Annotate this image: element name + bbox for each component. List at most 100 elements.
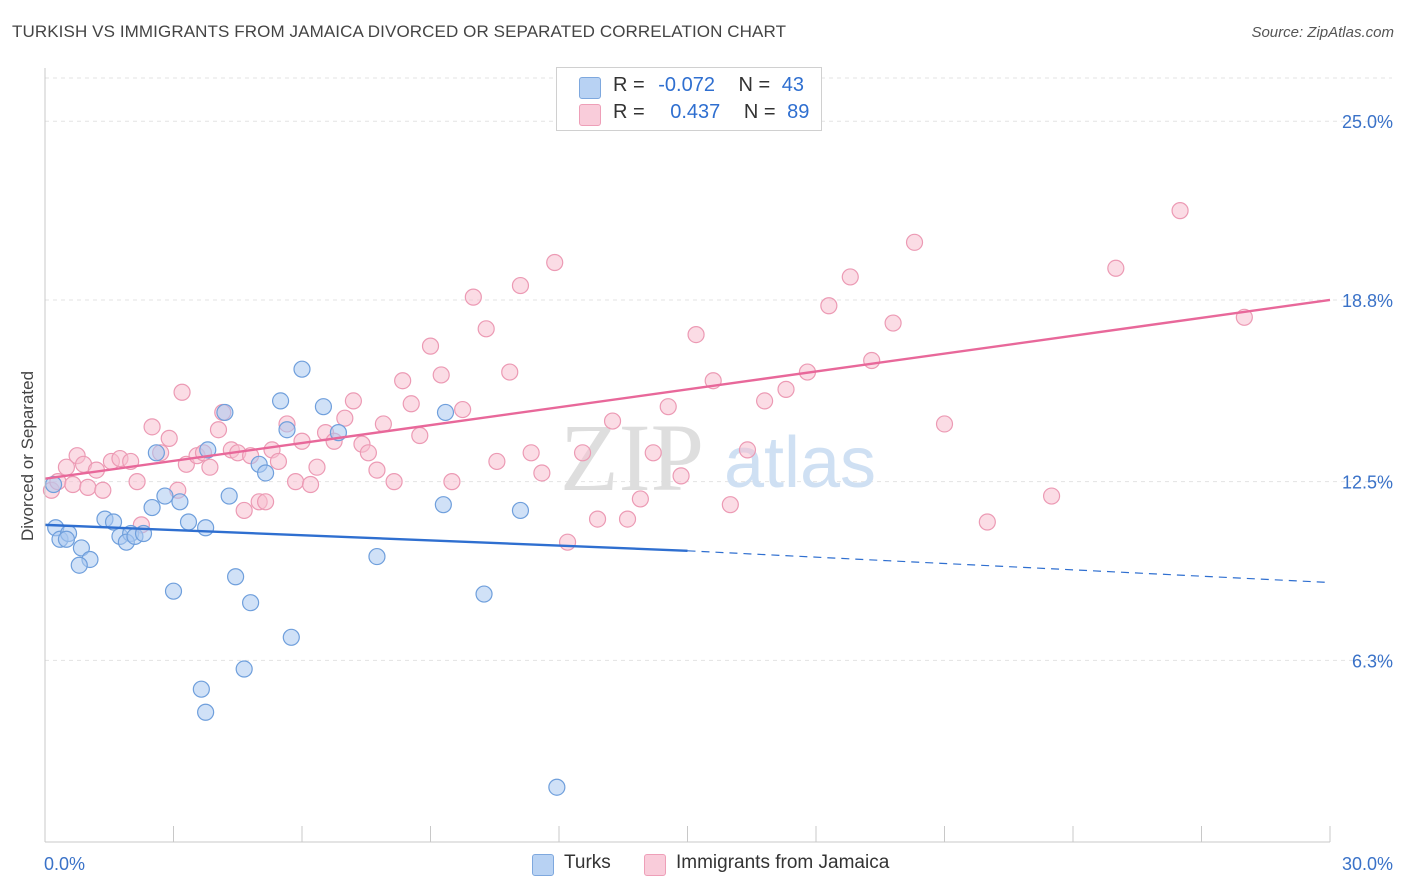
jamaica-point <box>79 478 97 496</box>
jamaica-point <box>160 429 178 447</box>
jamaica-point <box>721 496 739 514</box>
turks-point <box>192 680 210 698</box>
jamaica-point <box>143 418 161 436</box>
turks-point <box>156 487 174 505</box>
jamaica-point <box>755 392 774 410</box>
jamaica-point <box>464 288 482 306</box>
turks-point <box>72 539 91 557</box>
jamaica-point <box>209 421 228 439</box>
jamaica-point <box>94 481 112 499</box>
turks-point <box>278 421 296 439</box>
jamaica-point <box>935 415 954 433</box>
legend-label-jamaica: Immigrants from Jamaica <box>676 852 890 873</box>
jamaica-point <box>128 473 146 491</box>
turks-point <box>57 530 76 548</box>
jamaica-legend-swatch <box>644 854 666 876</box>
n-label: N = <box>743 101 776 123</box>
jamaica-point <box>884 314 902 332</box>
jamaica-point <box>201 458 219 476</box>
legend-label-turks: Turks <box>564 852 611 873</box>
jamaica-point <box>454 400 472 419</box>
jamaica-point <box>687 325 705 344</box>
jamaica-point <box>301 475 320 494</box>
turks-point <box>314 398 333 416</box>
turks-point <box>199 441 217 459</box>
jamaica-point <box>286 473 305 491</box>
x-tick-label: 0.0% <box>44 854 85 874</box>
jamaica-point <box>1107 259 1125 277</box>
jamaica-point <box>432 366 450 384</box>
jamaica-point <box>402 395 420 413</box>
jamaica-point <box>631 490 649 508</box>
jamaica-point <box>644 444 662 462</box>
turks-point <box>227 568 245 586</box>
jamaica-point <box>235 501 253 520</box>
jamaica-point <box>173 383 191 401</box>
n-value: 89 <box>787 101 810 123</box>
jamaica-point <box>863 351 881 370</box>
jamaica-point <box>618 510 637 528</box>
chart-title: TURKISH VS IMMIGRANTS FROM JAMAICA DIVOR… <box>12 22 787 41</box>
jamaica-point <box>573 444 592 462</box>
jamaica-point <box>421 337 440 355</box>
turks-point <box>293 360 311 378</box>
jamaica-point <box>443 473 461 491</box>
stats-text-turks: R = -0.072 N = 43 <box>613 74 804 97</box>
turks-point <box>235 660 253 678</box>
turks-point <box>436 403 455 422</box>
jamaica-point <box>841 268 859 286</box>
jamaica-point <box>256 493 275 511</box>
x-tick-label: 30.0% <box>1342 854 1393 874</box>
jamaica-point <box>344 392 362 410</box>
jamaica-point <box>738 441 757 459</box>
turks-point <box>242 594 260 612</box>
jamaica-point <box>1042 487 1061 505</box>
turks-point <box>197 519 215 537</box>
r-label: R = <box>613 74 645 96</box>
turks-point <box>271 392 290 410</box>
turks-swatch <box>579 77 601 99</box>
jamaica-point <box>269 452 288 471</box>
jamaica-point <box>336 409 354 427</box>
watermark-atlas: atlas <box>724 423 876 503</box>
source-label: Source: ZipAtlas.com <box>1251 24 1394 41</box>
turks-point <box>434 496 452 514</box>
jamaica-swatch <box>579 104 601 126</box>
jamaica-point <box>477 320 495 338</box>
trend-layer <box>44 298 1331 584</box>
jamaica-point <box>905 233 924 251</box>
jamaica-point <box>368 461 386 479</box>
turks-point <box>282 628 300 646</box>
turks-point <box>104 513 123 531</box>
jamaica-point <box>672 467 690 485</box>
r-value: -0.072 <box>658 74 715 96</box>
grid-layer <box>45 77 1392 661</box>
jamaica-point <box>820 297 838 315</box>
y-tick-label: 18.8% <box>1342 291 1393 311</box>
turks-point <box>197 703 215 721</box>
jamaica-point <box>501 363 519 381</box>
turks-point <box>171 493 189 511</box>
turks-point <box>179 513 198 531</box>
jamaica-point <box>546 253 564 272</box>
r-label: R = <box>613 101 645 123</box>
axis-layer: 6.3% 12.5% 18.8% 25.0% 0.0% 30.0% <box>44 68 1393 874</box>
stats-legend: R = -0.072 N = 43 R = 0.437 N = 89 <box>556 67 822 131</box>
jamaica-point <box>394 372 412 390</box>
jamaica-point <box>511 276 530 295</box>
turks-point <box>143 498 161 517</box>
jamaica-point <box>522 444 540 462</box>
jamaica-point <box>308 458 326 476</box>
n-label: N = <box>738 74 771 96</box>
jamaica-point <box>488 452 506 471</box>
jamaica-point <box>777 380 795 398</box>
turks-point <box>475 585 493 603</box>
turks-point <box>216 403 234 422</box>
y-tick-label: 6.3% <box>1352 651 1393 671</box>
y-tick-label: 25.0% <box>1342 112 1393 132</box>
turks-point <box>70 556 88 574</box>
turks-point <box>147 444 165 462</box>
jamaica-point <box>588 510 607 528</box>
jamaica-point <box>533 464 551 482</box>
